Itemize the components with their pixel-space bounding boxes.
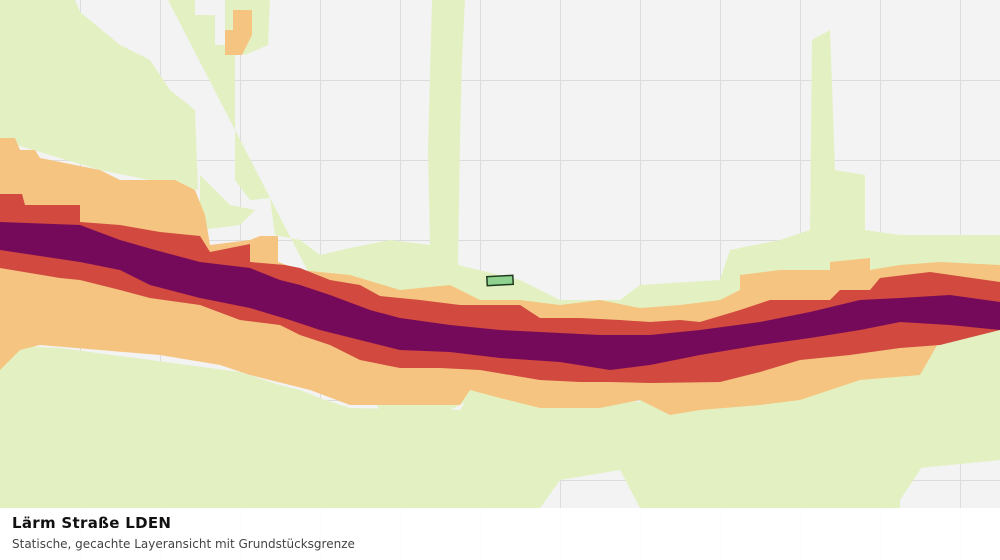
caption-title: Lärm Straße LDEN: [12, 514, 171, 532]
caption-box: [0, 508, 1000, 560]
noise-area: [0, 0, 198, 190]
caption-subtitle: Statische, gecachte Layeransicht mit Gru…: [12, 537, 355, 551]
noise-area: [200, 175, 255, 230]
noise-very-high: [0, 222, 1000, 370]
parcel-boundary: [486, 274, 515, 287]
noise-area: [225, 10, 252, 55]
noise-area: [0, 340, 1000, 508]
noise-area: [0, 222, 1000, 370]
